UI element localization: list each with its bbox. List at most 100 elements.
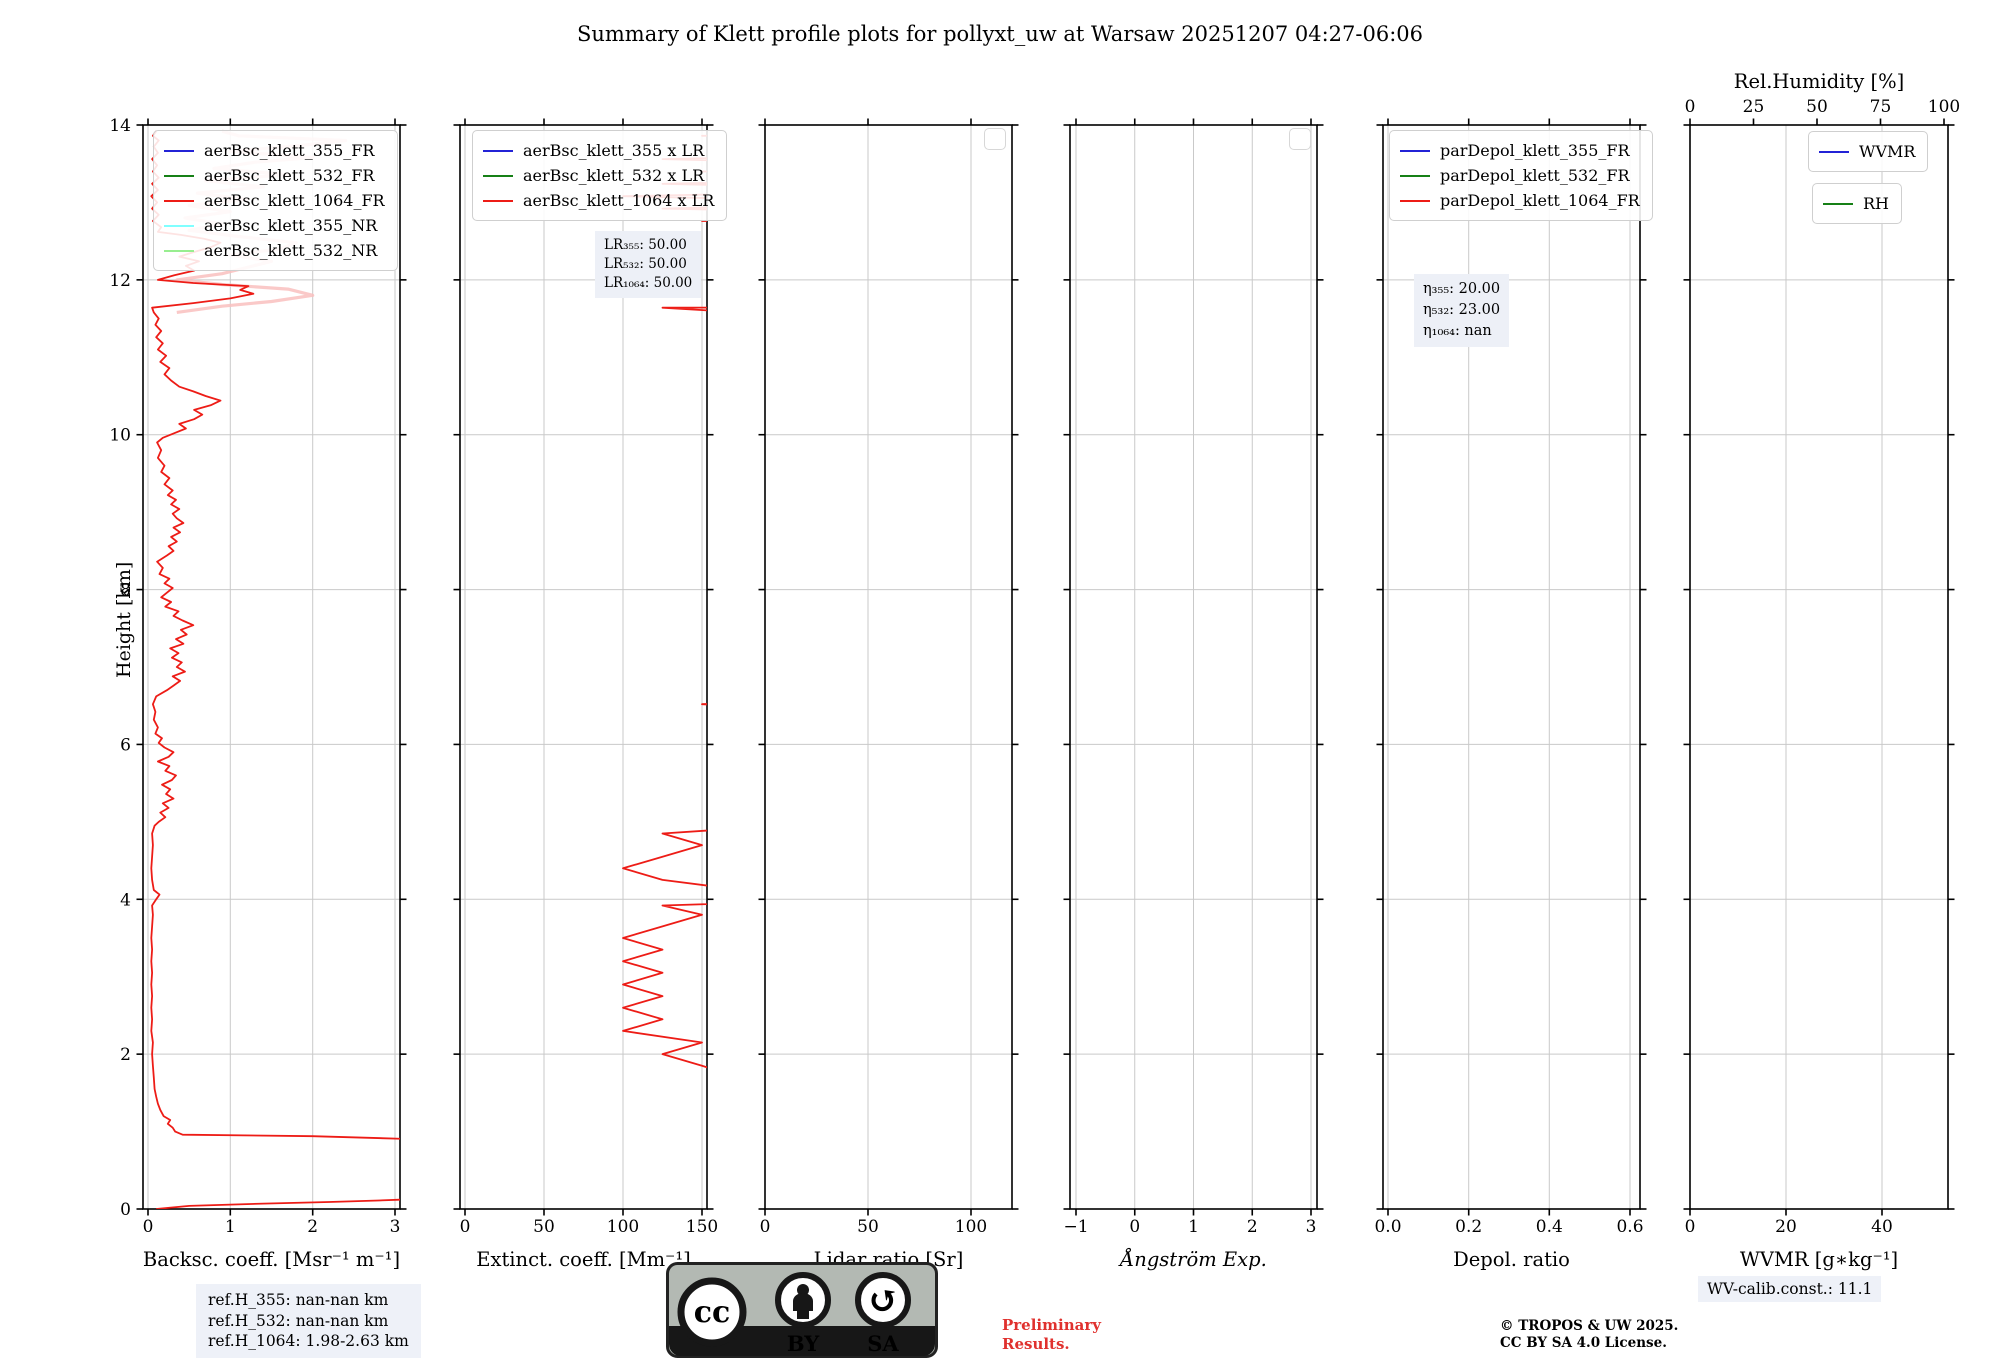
legend-entry: aerBsc_klett_532_FR (164, 163, 385, 188)
legend-swatch (483, 174, 513, 177)
x-tick-label: 0.2 (1455, 1217, 1482, 1237)
legend-label: WVMR (1859, 142, 1916, 161)
x-axis-label-extinct: Extinct. coeff. [Mm⁻¹] (476, 1248, 691, 1271)
x-axis-label-depol: Depol. ratio (1453, 1248, 1570, 1271)
x-axis-label-backsc: Backsc. coeff. [Msr⁻¹ m⁻¹] (143, 1248, 400, 1271)
wv-calib-box: WV-calib.const.: 11.1 (1698, 1276, 1882, 1302)
x-tick-label: 50 (533, 1217, 555, 1237)
legend-extinct: aerBsc_klett_355 x LR aerBsc_klett_532 x … (472, 130, 728, 221)
x-tick-label: 1 (1188, 1217, 1199, 1237)
x-tick-label: 0.0 (1374, 1217, 1401, 1237)
top-tick-label: 75 (1870, 97, 1892, 117)
legend-entry: parDepol_klett_355_FR (1400, 138, 1640, 163)
figure-title: Summary of Klett profile plots for polly… (576, 22, 1424, 46)
legend-swatch (164, 199, 194, 202)
x-tick-label: 0 (1685, 1217, 1696, 1237)
x-tick-label: 0.4 (1536, 1217, 1563, 1237)
legend-entry: aerBsc_klett_1064 x LR (483, 188, 714, 213)
x-tick-label: 20 (1775, 1217, 1797, 1237)
preliminary-results-note: Preliminary Results. (1002, 1316, 1101, 1354)
ref-h-355: ref.H_355: nan-nan km (208, 1291, 389, 1309)
legend-swatch (164, 249, 194, 252)
legend-swatch (164, 174, 194, 177)
legend-label: aerBsc_klett_355 x LR (523, 141, 705, 160)
legend-label: aerBsc_klett_1064 x LR (523, 191, 715, 210)
legend-wvmr: WVMR (1808, 131, 1929, 172)
preliminary-line2: Results. (1002, 1335, 1070, 1353)
x-tick-label: −1 (1063, 1217, 1088, 1237)
sa-circle (855, 1272, 911, 1328)
x-axis-label-angstrom: Ångström Exp. (1118, 1246, 1267, 1271)
plot-frame-extinct (459, 124, 708, 1210)
top-tick-label: 25 (1743, 97, 1765, 117)
legend-rh: RH (1812, 183, 1902, 224)
x-tick-label: 0 (143, 1217, 154, 1237)
extinct-1064-curve (622, 134, 707, 1069)
cc-circle (677, 1277, 747, 1347)
cc-by-label: BY (787, 1331, 820, 1356)
x-tick-label: 0 (460, 1217, 471, 1237)
y-tick-label: 14 (109, 116, 131, 136)
y-tick-label: 4 (120, 890, 131, 910)
plot-frame-lidar-ratio (764, 124, 1013, 1210)
legend-swatch (164, 224, 194, 227)
annotation-line: η₅₃₂: 23.00 (1423, 302, 1501, 318)
legend-entry: aerBsc_klett_532_NR (164, 238, 385, 263)
plot-frame-depol (1382, 124, 1641, 1210)
legend-label: RH (1863, 194, 1889, 213)
x-axis-label-wvmr: WVMR [g∗kg⁻¹] (1740, 1248, 1898, 1271)
legend-label: parDepol_klett_355_FR (1440, 141, 1630, 160)
legend-label: parDepol_klett_1064_FR (1440, 191, 1640, 210)
legend-entry: RH (1823, 191, 1889, 216)
legend-label: aerBsc_klett_1064_FR (204, 191, 385, 210)
plot-frame-backsc (142, 124, 401, 1210)
top-axis-label: Rel.Humidity [%] (1734, 70, 1904, 93)
y-tick-label: 2 (120, 1045, 131, 1065)
cc-glyph: cc (694, 1295, 731, 1330)
legend-entry: aerBsc_klett_532 x LR (483, 163, 714, 188)
legend-label: aerBsc_klett_355_NR (204, 216, 378, 235)
x-tick-label: 0 (1129, 1217, 1140, 1237)
cc-by-sa-logo: cc ↺ BY SA (666, 1262, 938, 1358)
copyright-line2: CC BY SA 4.0 License. (1500, 1335, 1667, 1351)
x-tick-label: 2 (307, 1217, 318, 1237)
legend-label: aerBsc_klett_532_FR (204, 166, 375, 185)
annotation-line: LR₁₀₆₄: 50.00 (604, 275, 693, 291)
plot-frame-wvmr (1689, 124, 1949, 1210)
legend-label: aerBsc_klett_355_FR (204, 141, 375, 160)
legend-swatch (1400, 149, 1430, 152)
legend-swatch (1400, 199, 1430, 202)
cc-sa-label: SA (867, 1331, 899, 1356)
x-tick-label: 40 (1871, 1217, 1893, 1237)
legend-label: aerBsc_klett_532_NR (204, 241, 378, 260)
empty-legend-angstrom (1289, 128, 1311, 150)
x-tick-label: 3 (390, 1217, 401, 1237)
legend-entry: aerBsc_klett_355_FR (164, 138, 385, 163)
legend-entry: parDepol_klett_1064_FR (1400, 188, 1640, 213)
y-tick-label: 8 (120, 581, 131, 601)
person-icon (797, 1284, 809, 1296)
y-tick-label: 0 (120, 1200, 131, 1220)
x-tick-label: 3 (1306, 1217, 1317, 1237)
y-tick-label: 10 (109, 426, 131, 446)
legend-entry: WVMR (1819, 139, 1915, 164)
top-tick-label: 100 (1928, 97, 1960, 117)
legend-entry: parDepol_klett_532_FR (1400, 163, 1640, 188)
legend-entry: aerBsc_klett_355_NR (164, 213, 385, 238)
legend-swatch (1400, 174, 1430, 177)
y-tick-label: 6 (120, 735, 131, 755)
person-body-icon (793, 1293, 813, 1319)
legend-swatch (164, 149, 194, 152)
copyright-line1: © TROPOS & UW 2025. (1500, 1318, 1679, 1334)
legend-swatch (1823, 202, 1853, 205)
ref-h-532: ref.H_532: nan-nan km (208, 1311, 389, 1330)
legend-entry: aerBsc_klett_355 x LR (483, 138, 714, 163)
top-tick-label: 0 (1685, 97, 1696, 117)
x-tick-label: 100 (607, 1217, 639, 1237)
preliminary-line1: Preliminary (1002, 1316, 1101, 1334)
x-tick-label: 0.6 (1616, 1217, 1643, 1237)
empty-legend-lidar-ratio (984, 128, 1006, 150)
